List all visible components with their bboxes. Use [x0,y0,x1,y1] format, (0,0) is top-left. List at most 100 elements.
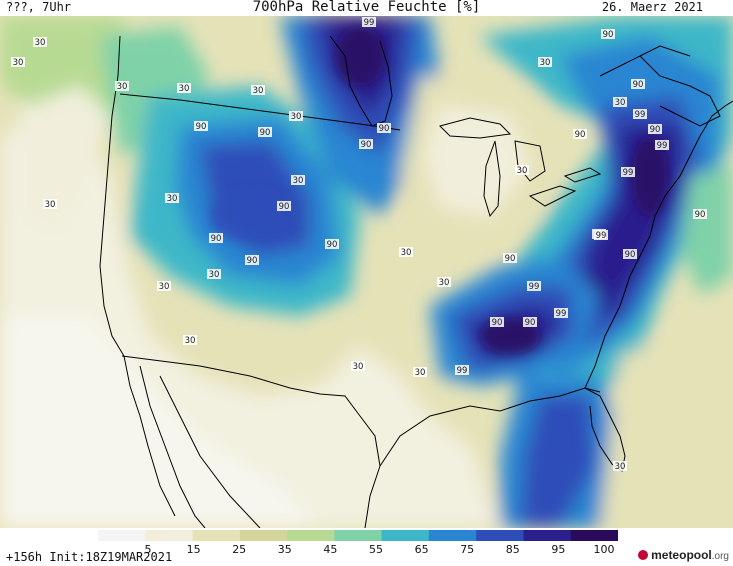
contour-label: 90 [490,317,504,328]
contour-label: 90 [648,124,662,135]
contour-label: 90 [209,233,223,244]
canadian-maritimes [639,55,721,127]
colorbar-cell [523,530,572,541]
svg-text:99: 99 [623,168,634,178]
contour-label: 30 [291,175,305,186]
svg-text:90: 90 [695,210,706,220]
humidity-map: 30 30 30 30 30 30 30 30 30 30 30 30 30 30 30 30 30 30 30 30… [0,16,733,528]
logo-icon [638,550,649,560]
svg-text:99: 99 [657,141,668,151]
logo-tld: .org [711,551,729,562]
gulf-st-lawrence [599,45,691,77]
colorbar-cell [570,530,618,541]
contour-label: 90 [503,253,517,264]
contour-label: 30 [613,97,627,108]
svg-text:30: 30 [253,86,264,96]
contour-label: 90 [623,249,637,260]
colorbar [98,530,618,541]
contour-label: 90 [601,29,615,40]
svg-text:30: 30 [293,176,304,186]
colorbar-tick-label: 75 [460,543,475,556]
west-coast [99,35,176,517]
svg-text:90: 90 [575,130,586,140]
contour-label: 99 [621,167,635,178]
svg-text:30: 30 [45,200,56,210]
svg-text:30: 30 [615,98,626,108]
valid-time: ???, 7Uhr [6,0,72,14]
colorbar-cell [428,530,477,541]
meteopool-logo[interactable]: meteopool.org [638,548,729,562]
contour-labels: 30 30 30 30 30 30 30 30 30 30 30 30 30 30 30 30 30 30 30 30… [11,17,707,472]
model-run-info: +156h Init:18Z19MAR2021 [6,550,173,564]
great-lakes-ontario [563,167,602,183]
baja-coast [139,365,206,528]
contour-label: 90 [258,127,272,138]
colorbar-cell [381,530,430,541]
contour-label: 99 [655,140,669,151]
great-lakes-erie [528,185,577,207]
colorbar-tick-label: 95 [551,543,566,556]
contour-label: 30 [515,165,529,176]
contour-label: 90 [359,139,373,150]
contour-label: 90 [631,79,645,90]
colorbar-tick-label: 100 [593,543,615,556]
contour-label: 90 [523,317,537,328]
svg-text:90: 90 [379,124,390,134]
colorbar-cell [287,530,335,541]
contour-label: 30 [538,57,552,68]
contour-label: 30 [177,83,191,94]
contour-label: 99 [527,281,541,292]
colorbar-tick-label: 15 [186,543,201,556]
colorbar-cell [334,530,383,541]
svg-text:90: 90 [603,30,614,40]
great-lakes-huron [514,140,546,182]
svg-text:30: 30 [117,82,128,92]
humidity-field [0,16,733,528]
svg-text:99: 99 [529,282,540,292]
svg-text:90: 90 [650,125,661,135]
contour-label: 30 [33,37,47,48]
svg-text:90: 90 [492,318,503,328]
contour-label: 90 [325,239,339,250]
contour-label: 30 [613,461,627,472]
svg-text:30: 30 [517,166,528,176]
logo-text: meteopool [651,548,712,562]
svg-text:30: 30 [185,336,196,346]
svg-text:30: 30 [209,270,220,280]
contour-label: 30 [183,335,197,346]
contour-label: 99 [362,17,376,28]
colorbar-legend: 5 15 25 35 45 55 65 75 85 95 100 +156h Init:18Z19M… [0,528,733,566]
colorbar-tick-label: 85 [505,543,520,556]
colorbar-cell [145,530,194,541]
contour-label: 99 [633,109,647,120]
contour-label: 30 [437,277,451,288]
svg-text:90: 90 [361,140,372,150]
svg-text:99: 99 [364,18,375,28]
colorbar-cell [98,530,146,541]
valid-date: 26. Maerz 2021 [601,0,703,14]
svg-text:30: 30 [159,282,170,292]
contour-label: 90 [277,201,291,212]
svg-text:30: 30 [401,248,412,258]
svg-text:30: 30 [353,362,364,372]
map-title: 700hPa Relative Feuchte [%] [252,0,481,15]
contour-label: 30 [165,193,179,204]
svg-text:99: 99 [635,110,646,120]
colorbar-tick-label: 55 [369,543,383,556]
mexico-gulf-coast [364,465,381,528]
svg-text:90: 90 [247,256,258,266]
contour-label: 30 [289,111,303,122]
svg-text:30: 30 [167,194,178,204]
svg-text:90: 90 [633,80,644,90]
contour-label: 30 [11,57,25,68]
contour-label: 30 [351,361,365,372]
mexico-west-coast [159,375,261,528]
colorbar-tick-label: 25 [232,543,247,556]
contour-label: 90 [377,123,391,134]
svg-text:30: 30 [415,368,426,378]
svg-text:90: 90 [260,128,271,138]
svg-text:90: 90 [625,250,636,260]
svg-text:30: 30 [179,84,190,94]
contour-label: 30 [115,81,129,92]
svg-text:30: 30 [13,58,24,68]
